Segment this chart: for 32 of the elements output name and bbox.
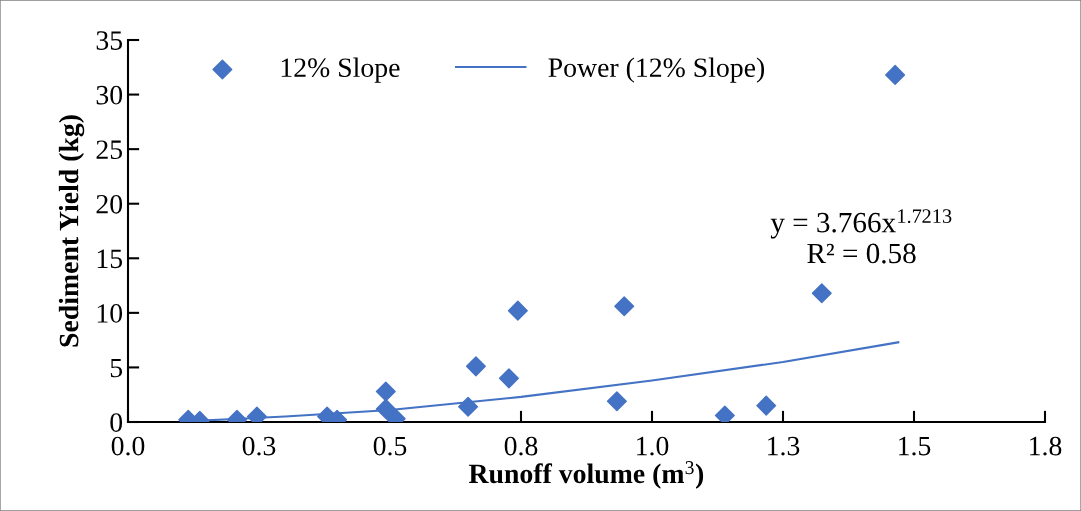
y-tick-label: 0 <box>110 413 123 432</box>
x-tick-label: 1.0 <box>637 436 669 456</box>
x-tick-label: 0.8 <box>504 436 538 456</box>
x-tick-label: 1.3 <box>768 436 800 456</box>
point <box>811 283 832 304</box>
x-tick-label: 0.5 <box>373 436 407 456</box>
point <box>375 381 396 402</box>
x-tick-label: 0.0 <box>111 436 145 456</box>
y-tick-label: 25 <box>96 140 123 160</box>
x-axis-title: Runoff volume (m$^{3}$) <box>468 461 704 489</box>
x-tick-label: 1.8 <box>1030 436 1062 456</box>
point <box>507 300 528 321</box>
point <box>614 296 635 317</box>
point <box>375 398 396 419</box>
y-tick-label: 20 <box>96 194 123 214</box>
y-tick-label: 15 <box>97 249 123 269</box>
point <box>756 395 777 416</box>
point <box>465 356 486 377</box>
y-tick-label: 35 <box>96 31 123 50</box>
y-axis-title: Sediment Yield (kg) <box>58 115 85 347</box>
legend-label: 12% Slope <box>281 57 400 83</box>
x-tick-label: 1.5 <box>899 436 931 456</box>
legend-label: Power (12% Slope) <box>548 57 765 83</box>
y-tick-label: 30 <box>96 85 123 105</box>
point <box>458 396 479 417</box>
annotation: y = 3.766x$^{1.7213}$ R² = 0.58 <box>770 209 952 264</box>
y-tick-label: 10 <box>97 304 123 323</box>
point <box>498 368 519 389</box>
y-tick-label: 5 <box>110 358 123 378</box>
point <box>606 391 627 412</box>
x-tick-label: 0.3 <box>242 436 276 456</box>
point <box>714 405 735 422</box>
